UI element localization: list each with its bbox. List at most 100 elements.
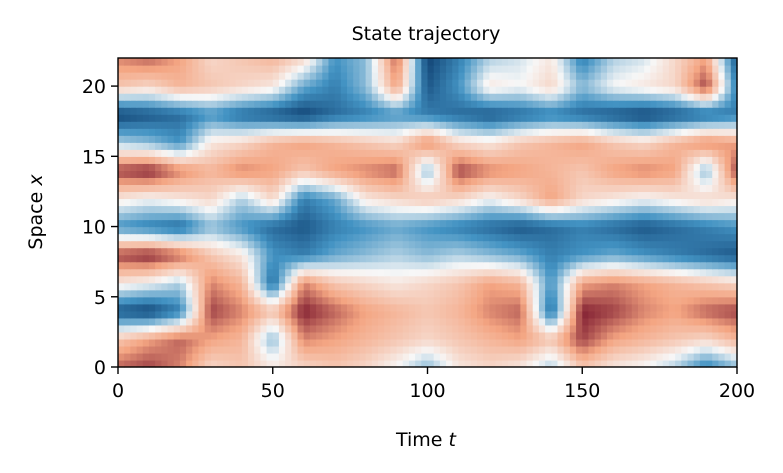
heatmap-cell — [446, 359, 453, 368]
heatmap-cell — [458, 261, 466, 270]
heatmap-cell — [458, 219, 466, 228]
heatmap-cell — [136, 205, 144, 214]
heatmap-cell — [217, 352, 224, 361]
heatmap-cell — [588, 338, 596, 347]
heatmap-cell — [148, 338, 156, 347]
heatmap-cell — [192, 79, 200, 87]
heatmap-cell — [600, 156, 608, 164]
heatmap-cell — [687, 198, 695, 207]
heatmap-cell — [303, 296, 311, 305]
heatmap-cell — [365, 317, 373, 326]
heatmap-cell — [464, 142, 472, 150]
heatmap-cell — [130, 212, 138, 221]
heatmap-cell — [328, 254, 336, 263]
heatmap-cell — [266, 268, 274, 277]
heatmap-cell — [477, 184, 484, 193]
heatmap-cell — [173, 282, 181, 291]
heatmap-cell — [396, 282, 404, 291]
heatmap-cell — [272, 205, 280, 214]
heatmap-cell — [247, 177, 255, 186]
heatmap-cell — [470, 324, 478, 333]
heatmap-cell — [179, 121, 187, 129]
heatmap-cell — [179, 198, 187, 207]
heatmap-cell — [588, 72, 596, 80]
heatmap-cell — [563, 289, 571, 298]
heatmap-cell — [278, 303, 286, 312]
heatmap-cell — [390, 142, 398, 150]
heatmap-cell — [681, 65, 689, 73]
heatmap-cell — [272, 240, 280, 249]
heatmap-cell — [254, 331, 261, 340]
heatmap-cell — [687, 107, 695, 115]
heatmap-cell — [167, 79, 175, 87]
heatmap-cell — [594, 107, 602, 115]
heatmap-cell — [477, 275, 484, 284]
heatmap-cell — [155, 135, 162, 143]
heatmap-cell — [353, 275, 361, 284]
heatmap-cell — [278, 156, 286, 164]
heatmap-cell — [161, 338, 169, 347]
heatmap-cell — [365, 254, 373, 263]
heatmap-cell — [458, 142, 466, 150]
heatmap-cell — [625, 212, 633, 221]
heatmap-cell — [408, 212, 416, 221]
heatmap-cell — [464, 198, 472, 207]
heatmap-cell — [192, 268, 200, 277]
heatmap-cell — [347, 345, 354, 354]
heatmap-cell — [421, 128, 429, 136]
heatmap-cell — [408, 310, 416, 319]
heatmap-cell — [427, 149, 435, 157]
heatmap-cell — [712, 100, 720, 108]
heatmap-cell — [421, 261, 429, 270]
heatmap-cell — [464, 177, 472, 186]
heatmap-cell — [291, 65, 299, 73]
heatmap-cell — [210, 128, 218, 136]
heatmap-cell — [161, 163, 169, 171]
heatmap-cell — [439, 121, 447, 129]
heatmap-cell — [235, 107, 243, 115]
heatmap-cell — [316, 275, 323, 284]
heatmap-cell — [148, 198, 156, 207]
heatmap-cell — [588, 156, 596, 164]
heatmap-cell — [340, 247, 348, 256]
heatmap-cell — [198, 142, 206, 150]
heatmap-cell — [285, 121, 292, 129]
heatmap-cell — [477, 310, 484, 319]
heatmap-cell — [130, 233, 138, 242]
heatmap-cell — [576, 100, 583, 108]
heatmap-cell — [557, 268, 565, 277]
heatmap-cell — [179, 149, 187, 157]
heatmap-cell — [706, 163, 713, 171]
heatmap-cell — [613, 219, 620, 228]
heatmap-cell — [514, 303, 521, 312]
heatmap-cell — [681, 107, 689, 115]
heatmap-cell — [247, 100, 255, 108]
heatmap-cell — [198, 205, 206, 214]
heatmap-cell — [464, 205, 472, 214]
heatmap-cell — [588, 93, 596, 101]
heatmap-cell — [179, 303, 187, 312]
heatmap-cell — [668, 86, 676, 94]
heatmap-cell — [489, 72, 497, 80]
heatmap-cell — [631, 289, 639, 298]
heatmap-cell — [390, 247, 398, 256]
heatmap-cell — [415, 107, 422, 115]
heatmap-cell — [340, 338, 348, 347]
heatmap-cell — [340, 261, 348, 270]
heatmap-cell — [514, 170, 521, 178]
heatmap-cell — [631, 205, 639, 214]
heatmap-cell — [421, 296, 429, 305]
heatmap-cell — [371, 170, 379, 178]
heatmap-cell — [452, 317, 460, 326]
heatmap-cell — [272, 261, 280, 270]
heatmap-cell — [328, 240, 336, 249]
heatmap-cell — [118, 121, 125, 129]
heatmap-cell — [148, 149, 156, 157]
heatmap-cell — [477, 261, 484, 270]
heatmap-cell — [173, 352, 181, 361]
heatmap-cell — [415, 303, 422, 312]
heatmap-cell — [582, 254, 590, 263]
heatmap-cell — [235, 198, 243, 207]
heatmap-cell — [507, 282, 515, 291]
heatmap-cell — [650, 247, 658, 256]
